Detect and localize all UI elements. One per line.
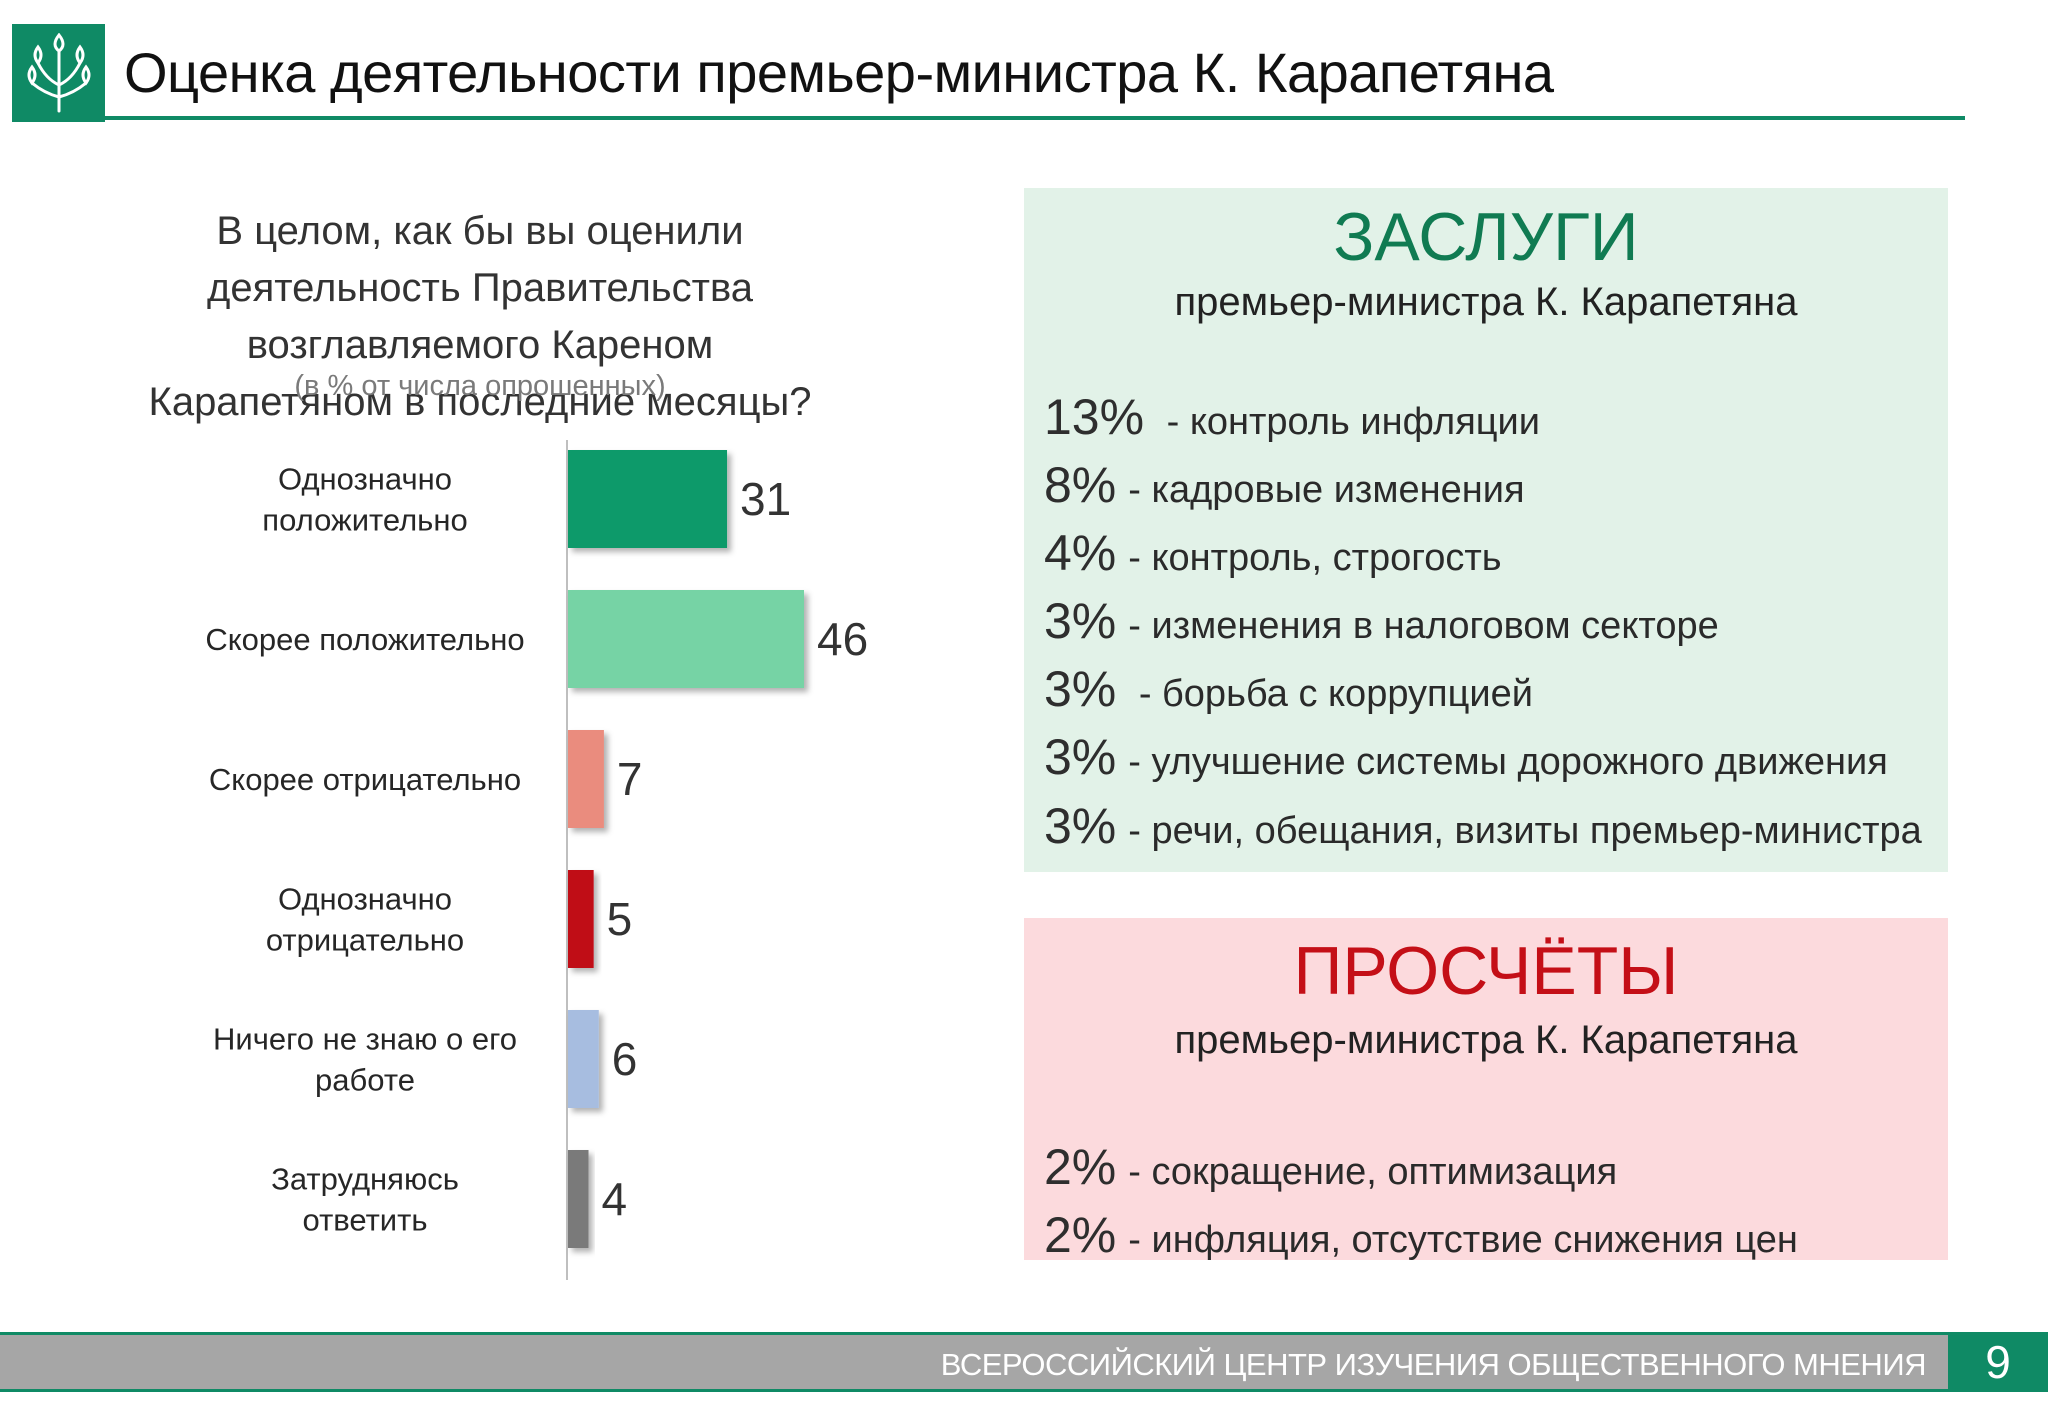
- failure-text: - сокращение, оптимизация: [1128, 1151, 1618, 1193]
- footer: ВСЕРОССИЙСКИЙ ЦЕНТР ИЗУЧЕНИЯ ОБЩЕСТВЕННО…: [0, 1332, 1948, 1392]
- merit-text: - контроль инфляции: [1156, 401, 1540, 443]
- list-item: 3% - речи, обещания, визиты премьер-минис…: [1044, 800, 1928, 857]
- failure-text: - инфляция, отсутствие снижения цен: [1128, 1219, 1798, 1261]
- list-item: 3% - улучшение системы дорожного движения: [1044, 726, 1928, 794]
- bar-6: [568, 1150, 589, 1248]
- failure-percent: 2%: [1044, 1139, 1117, 1195]
- bar-value-label: 5: [607, 893, 633, 945]
- page-title: Оценка деятельности премьер-министра К. …: [124, 41, 1554, 104]
- list-item: 4% - контроль, строгость: [1044, 522, 1928, 590]
- merits-subtitle: премьер-министра К. Карапетяна: [1174, 280, 1798, 324]
- bar-value-label: 46: [817, 613, 868, 665]
- merit-percent: 3%: [1044, 661, 1117, 717]
- list-item: 8% - кадровые изменения: [1044, 454, 1928, 522]
- category-label: Однозначно отрицательно: [266, 882, 464, 958]
- category-label: Затрудняюсь ответить: [271, 1162, 459, 1238]
- footer-org: ВСЕРОССИЙСКИЙ ЦЕНТР ИЗУЧЕНИЯ ОБЩЕСТВЕННО…: [940, 1347, 1927, 1382]
- list-item: 13% - контроль инфляции: [1044, 386, 1928, 454]
- merits-panel: ЗАСЛУГИ премьер-министра К. Карапетяна 1…: [1024, 188, 1948, 872]
- merit-text: - борьба с коррупцией: [1128, 673, 1533, 715]
- category-label: Однозначно положительно: [262, 462, 467, 538]
- list-item: 2% - сокращение, оптимизация: [1044, 1136, 1928, 1204]
- bar-2: [568, 590, 804, 688]
- list-item: 3% - борьба с коррупцией: [1044, 658, 1928, 726]
- failure-percent: 2%: [1044, 1207, 1117, 1263]
- merit-text: - улучшение системы дорожного движения: [1128, 741, 1888, 783]
- header: Оценка деятельности премьер-министра К. …: [12, 20, 1965, 122]
- category-label: Скорее положительно: [205, 622, 524, 657]
- merit-percent: 3%: [1044, 729, 1117, 785]
- merit-text: - контроль, строгость: [1128, 537, 1502, 579]
- failures-subtitle: премьер-министра К. Карапетяна: [1174, 1018, 1798, 1062]
- bar-value-label: 7: [617, 753, 643, 805]
- bar-value-label: 31: [740, 473, 791, 525]
- bar-value-label: 4: [602, 1173, 628, 1225]
- merit-percent: 3%: [1044, 593, 1117, 649]
- failures-list: 2% - сокращение, оптимизация 2% - инфляция…: [1044, 1136, 1928, 1272]
- bar-1: [568, 450, 728, 548]
- bar-4: [568, 870, 594, 968]
- category-label: Ничего не знаю о его работе: [213, 1022, 517, 1098]
- merits-title: ЗАСЛУГИ: [1333, 199, 1639, 275]
- list-item: 3% - изменения в налоговом секторе: [1044, 590, 1928, 658]
- bar-3: [568, 730, 604, 828]
- tree-logo-icon: [12, 24, 105, 122]
- failures-title: ПРОСЧЁТЫ: [1293, 933, 1679, 1009]
- merit-percent: 4%: [1044, 525, 1117, 581]
- category-label: Скорее отрицательно: [209, 762, 521, 797]
- failures-panel: ПРОСЧЁТЫ премьер-министра К. Карапетяна …: [1024, 918, 1948, 1263]
- title-divider: [105, 116, 1965, 120]
- survey-question: В целом, как бы вы оценили деятельность …: [148, 209, 812, 424]
- merit-percent: 3%: [1044, 798, 1117, 854]
- list-item: 2% - инфляция, отсутствие снижения цен: [1044, 1204, 1928, 1272]
- merit-percent: 8%: [1044, 457, 1117, 513]
- bar-5: [568, 1010, 599, 1108]
- merits-list: 13% - контроль инфляции 8% - кадровые изм…: [1044, 386, 1928, 857]
- merit-text: - речи, обещания, визиты премьер-министр…: [1128, 810, 1922, 852]
- merit-text: - кадровые изменения: [1128, 469, 1525, 511]
- page-number: 9: [1948, 1332, 2048, 1392]
- merit-text: - изменения в налоговом секторе: [1128, 605, 1719, 647]
- survey-note: (в % от числа опрошенных): [294, 370, 666, 402]
- merit-percent: 13%: [1044, 389, 1145, 445]
- bar-value-label: 6: [612, 1033, 638, 1085]
